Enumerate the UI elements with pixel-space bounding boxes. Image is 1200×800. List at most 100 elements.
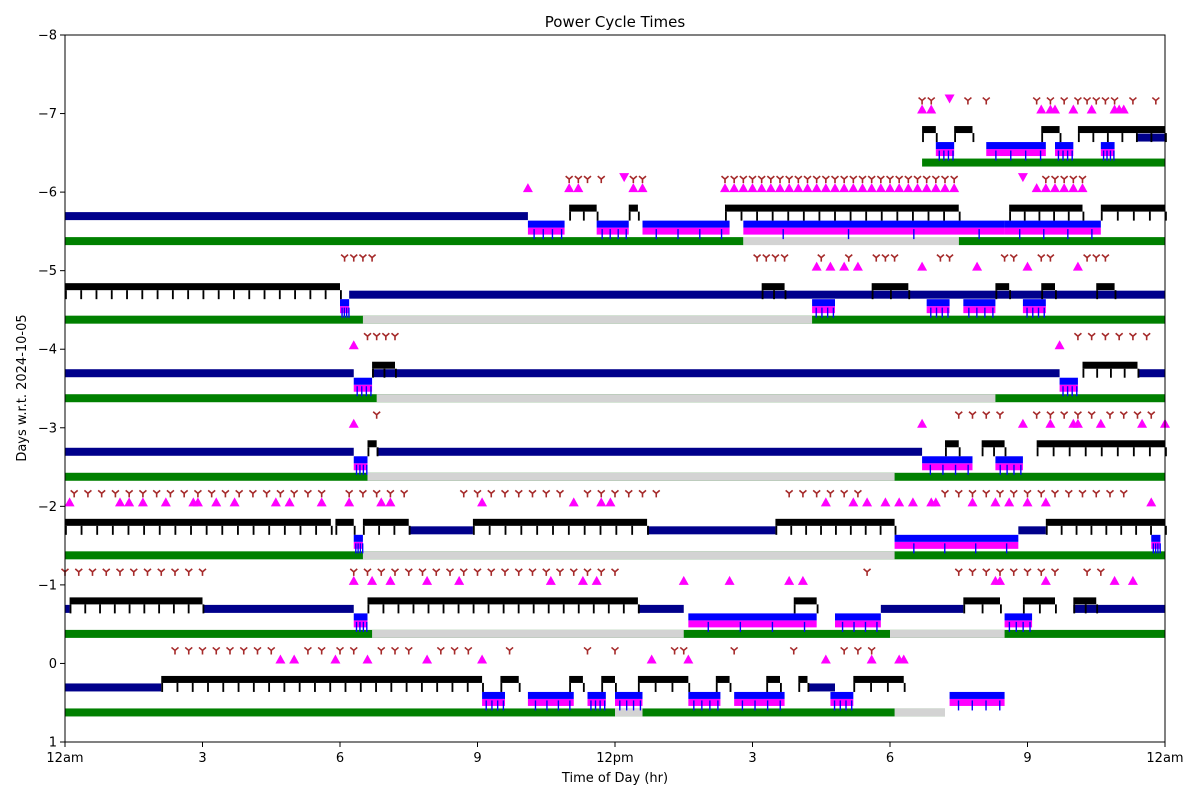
black-tick <box>99 604 101 614</box>
brown-tri-marker <box>982 96 991 105</box>
black-tick <box>787 211 790 221</box>
magenta-up-marker <box>797 575 808 585</box>
magenta-up-marker <box>765 183 776 193</box>
black-bar <box>69 597 203 605</box>
brown-tri-marker <box>1032 96 1041 105</box>
black-tick <box>569 211 571 221</box>
black-tick <box>96 525 99 535</box>
brown-tri-marker <box>794 175 803 184</box>
navy-bar <box>65 447 354 456</box>
blue-tick <box>954 464 957 475</box>
idle-bar <box>376 394 996 403</box>
black-tick <box>1114 290 1117 300</box>
blue-tick <box>677 229 679 240</box>
brown-tri-marker <box>436 646 445 655</box>
blue-tick <box>1010 150 1012 161</box>
brown-tri-marker <box>528 568 537 576</box>
black-bar <box>628 204 638 212</box>
brown-tri-marker <box>1083 96 1092 105</box>
black-tick <box>187 604 190 614</box>
black-bar <box>775 518 895 526</box>
brown-tri-marker <box>1128 332 1137 341</box>
black-tick <box>294 290 296 300</box>
black-tick <box>834 211 836 221</box>
blue-tick <box>625 229 627 240</box>
blue-tick <box>1029 621 1031 632</box>
brown-tri-marker <box>968 489 977 498</box>
black-tick <box>637 211 640 221</box>
brown-tri-marker <box>358 489 367 498</box>
black-tick <box>835 525 837 535</box>
magenta-up-marker <box>862 497 873 507</box>
black-tick <box>1067 211 1070 221</box>
blue-tick <box>496 700 499 711</box>
blue-bar <box>587 691 606 699</box>
black-tick <box>688 682 691 692</box>
magenta-up-marker <box>738 183 749 193</box>
black-tick <box>1077 133 1080 143</box>
brown-tri-marker <box>1050 489 1060 498</box>
blue-tick <box>1039 150 1042 161</box>
black-tick <box>1150 525 1152 535</box>
black-tick <box>562 604 565 614</box>
black-tick <box>111 525 114 535</box>
magenta-up-marker <box>756 183 767 193</box>
brown-tri-marker <box>390 646 400 655</box>
black-tick <box>583 525 586 535</box>
idle-bar <box>615 708 643 717</box>
blue-tick <box>534 700 537 711</box>
blue-tick <box>632 700 635 711</box>
magenta-up-marker <box>289 654 300 664</box>
magenta-up-marker <box>1022 497 1033 507</box>
magenta-up-marker <box>596 497 607 507</box>
black-tick <box>487 604 490 614</box>
magenta-up-marker <box>568 497 579 507</box>
black-bar <box>1041 126 1060 134</box>
black-tick <box>1116 211 1119 221</box>
black-tick <box>1106 133 1109 143</box>
blue-bar <box>527 220 565 228</box>
black-bar <box>766 675 780 683</box>
brown-tri-marker <box>129 568 138 576</box>
blue-tick <box>782 229 784 240</box>
black-tick <box>1135 525 1138 535</box>
blue-tick <box>348 307 350 318</box>
magenta-bar <box>734 698 785 706</box>
brown-tri-marker <box>789 646 798 655</box>
black-tick <box>908 290 911 300</box>
brown-tri-marker <box>904 175 913 184</box>
x-tick-label: 12pm <box>596 751 633 766</box>
x-tick-label: 3 <box>748 751 756 766</box>
blue-bar <box>949 691 1005 699</box>
brown-tri-marker <box>1009 489 1018 498</box>
black-tick <box>80 290 83 300</box>
brown-tri-marker <box>166 489 175 498</box>
brown-tri-marker <box>638 489 647 498</box>
blue-tick <box>1157 543 1159 554</box>
blue-tick <box>815 307 817 318</box>
blue-tick <box>551 229 554 240</box>
brown-tri-marker <box>1046 411 1055 419</box>
magenta-bar <box>527 227 565 235</box>
magenta-up-marker <box>454 575 465 585</box>
brown-tri-marker <box>207 489 216 498</box>
magenta-up-marker <box>930 183 941 193</box>
magenta-up-marker <box>1086 104 1097 114</box>
black-tick <box>622 604 625 614</box>
brown-tri-marker <box>1037 254 1046 262</box>
black-tick <box>802 211 805 221</box>
black-tick <box>761 290 764 300</box>
black-tick <box>340 290 342 300</box>
black-tick <box>65 525 67 535</box>
blue-tick <box>1062 150 1064 161</box>
brown-tri-marker <box>225 646 235 655</box>
magenta-up-marker <box>137 497 148 507</box>
brown-tri-marker <box>950 175 959 184</box>
brown-tri-marker <box>487 568 496 576</box>
magenta-up-marker <box>577 575 588 585</box>
brown-tri-marker <box>945 254 954 262</box>
magenta-up-marker <box>898 654 909 664</box>
black-tick <box>864 525 867 535</box>
brown-tri-marker <box>1060 411 1069 419</box>
black-bar <box>1096 283 1115 291</box>
